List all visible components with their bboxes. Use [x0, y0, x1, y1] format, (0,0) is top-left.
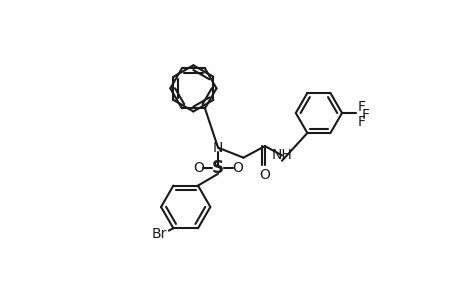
Text: F: F	[357, 115, 364, 129]
Text: Br: Br	[151, 227, 167, 242]
Text: NH: NH	[271, 148, 291, 162]
Text: O: O	[259, 168, 270, 182]
Text: F: F	[357, 100, 364, 114]
Text: O: O	[193, 161, 204, 176]
Text: F: F	[361, 107, 369, 122]
Text: N: N	[213, 141, 223, 155]
Text: O: O	[231, 161, 242, 176]
Text: S: S	[212, 159, 224, 177]
